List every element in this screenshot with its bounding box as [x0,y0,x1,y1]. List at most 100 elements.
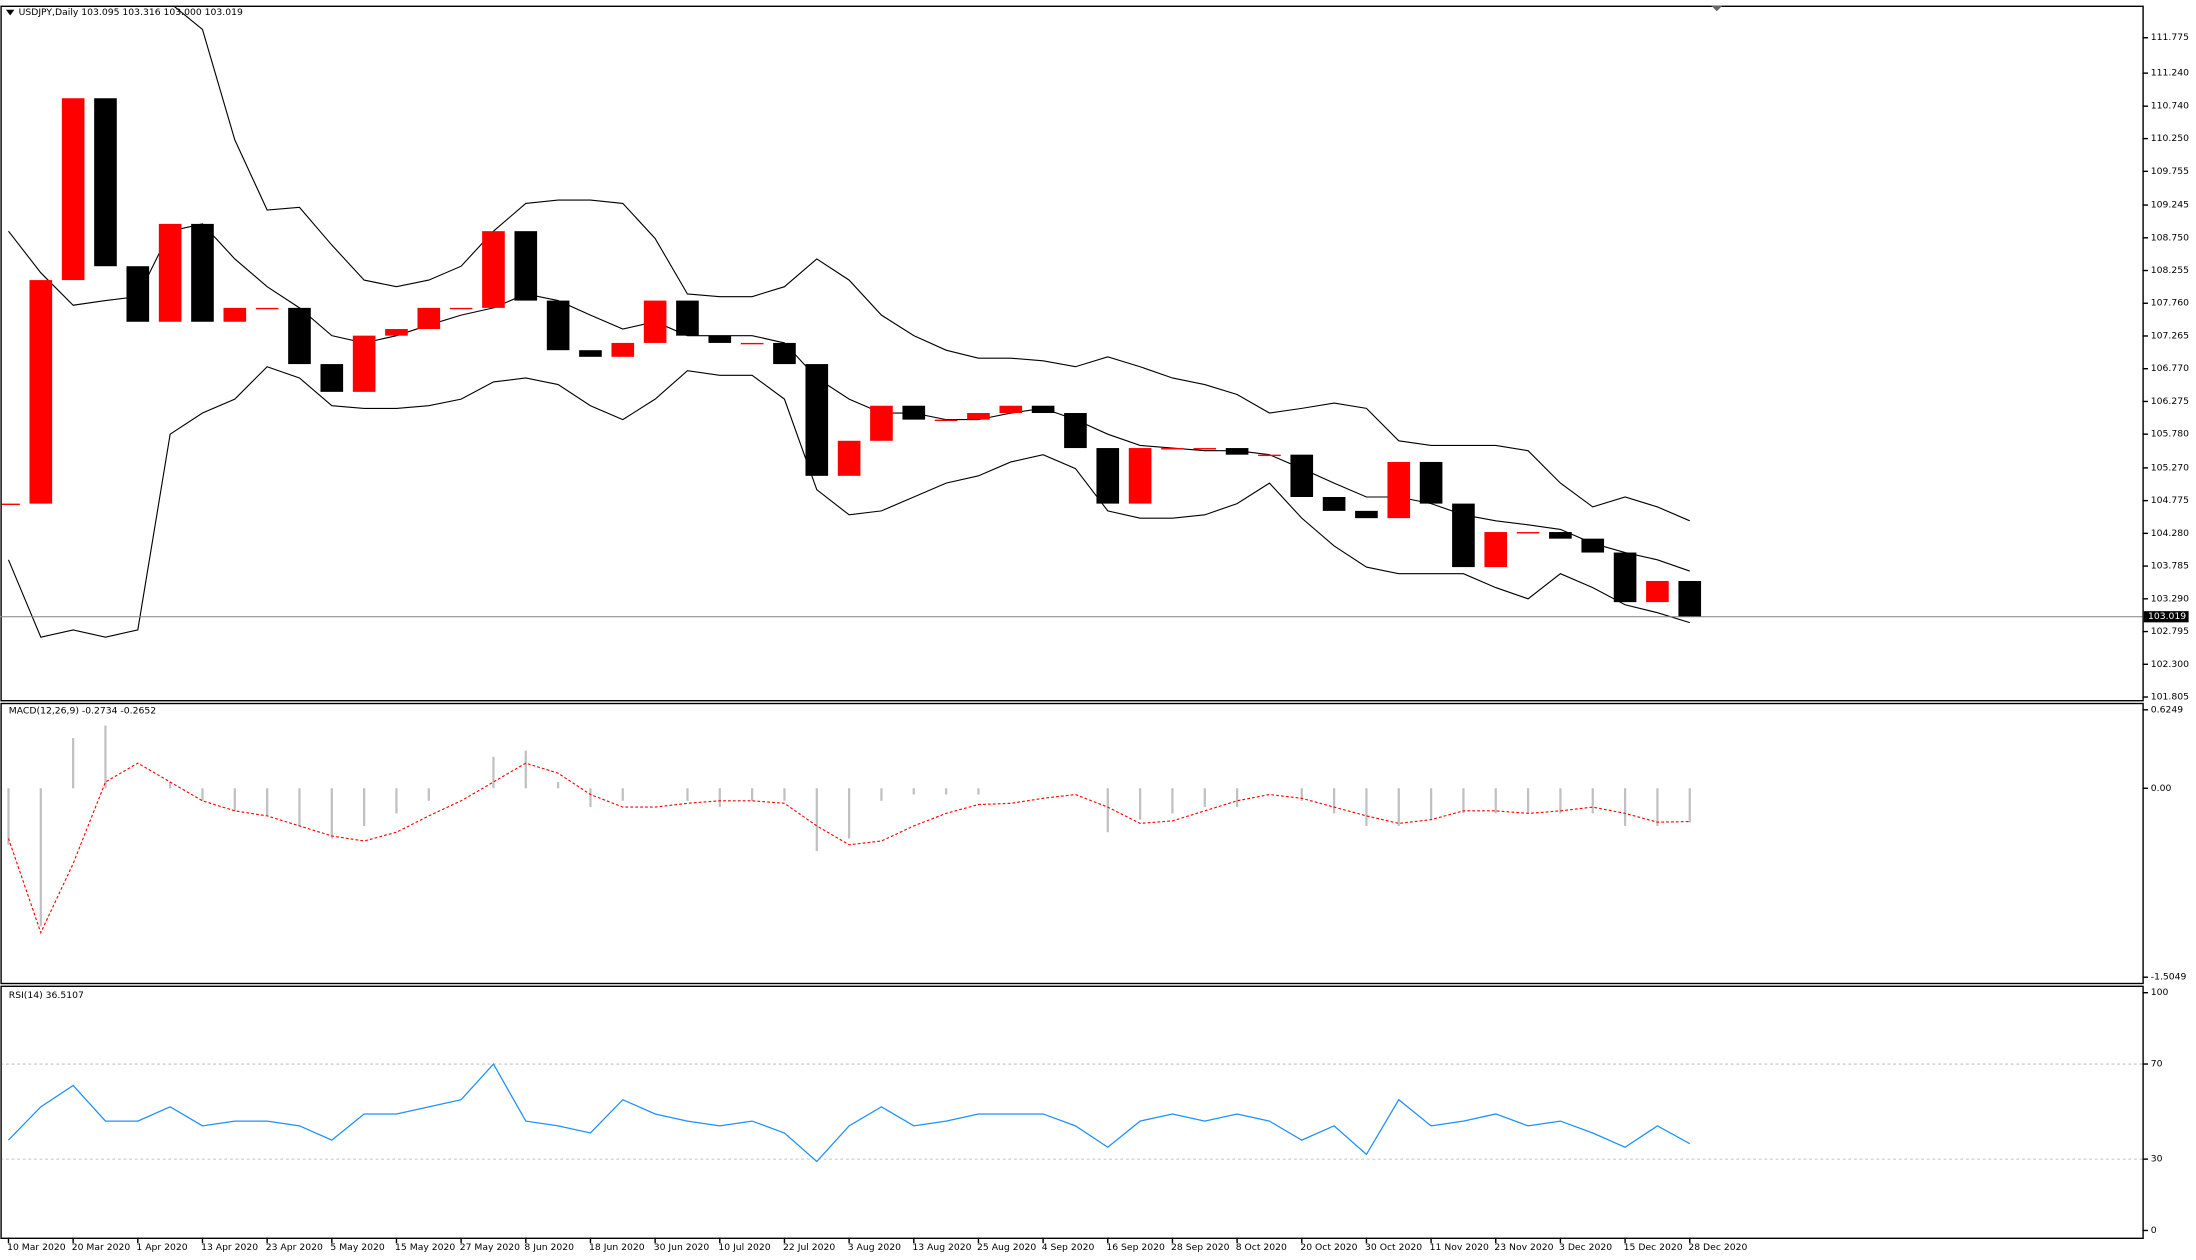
candle [740,342,764,345]
y-tick-label: 100 [2151,987,2169,998]
x-tick-label: 5 May 2020 [330,1242,384,1253]
x-tick-label: 13 Aug 2020 [912,1242,971,1253]
x-tick-label: 30 Oct 2020 [1365,1242,1422,1253]
price-title: USDJPY,Daily 103.095 103.316 103.000 103… [19,7,243,18]
y-tick-label: 108.255 [2151,265,2189,276]
candle [61,98,85,281]
x-tick-label: 25 Aug 2020 [977,1242,1036,1253]
macd-bar [1656,788,1659,826]
y-tick-label: 110.740 [2151,101,2189,112]
macd-bar [1171,788,1174,814]
macd-bar [1106,788,1109,833]
x-tick-label: 4 Sep 2020 [1042,1242,1095,1253]
candle [1678,580,1702,617]
candle [255,307,279,310]
macd-bar [1332,788,1336,814]
panel-arrow [1711,5,1723,12]
candle [1452,503,1475,568]
y-tick-label: 105.780 [2151,429,2189,440]
y-tick-label: 0.6249 [2151,704,2183,715]
y-tick-label: 103.290 [2151,593,2189,604]
y-tick-label: 109.245 [2151,200,2189,211]
candle [934,419,958,422]
y-tick-label: 105.270 [2151,462,2189,473]
candle [773,342,796,365]
macd-bar [912,788,915,795]
macd-bar [1591,788,1594,814]
candle [1,503,20,506]
x-tick-label: 10 Jul 2020 [718,1242,770,1253]
x-tick-label: 23 Nov 2020 [1494,1242,1553,1253]
candle [449,307,473,310]
macd-bar [395,788,398,814]
candle [1225,448,1249,455]
candle [902,405,926,420]
candle [546,300,570,351]
y-tick-label: 104.775 [2151,495,2189,506]
macd-bar [201,788,204,801]
macd-signal [7,762,1690,935]
macd-bar [557,781,560,789]
macd-bar [427,788,430,801]
x-tick-label: 20 Mar 2020 [72,1242,131,1253]
rsi-title: RSI(14) 36.5107 [9,990,84,1001]
candle [29,280,53,504]
candle [1096,448,1120,504]
x-tick-label: 11 Nov 2020 [1430,1242,1489,1253]
macd-bar [1688,788,1691,823]
x-tick-label: 28 Dec 2020 [1688,1242,1747,1253]
candle [1031,405,1055,414]
macd-bar [1462,788,1465,814]
macd-bar [847,788,851,839]
candle [191,223,214,322]
macd-bar [7,788,10,845]
macd-bar [783,788,786,801]
x-tick-label: 20 Oct 2020 [1300,1242,1357,1253]
bollinger-band [8,223,1690,572]
candle [708,335,732,343]
candle [676,300,699,336]
y-tick-label: 111.775 [2151,32,2189,43]
macd-bar [1138,788,1142,820]
x-tick-label: 28 Sep 2020 [1171,1242,1230,1253]
y-tick-label: 30 [2151,1154,2163,1165]
candle [352,335,376,392]
candle [1516,532,1540,534]
candle [1193,448,1217,450]
price-panel [0,5,2144,702]
candle [1290,454,1314,497]
macd-bar [330,788,333,839]
x-tick-label: 3 Dec 2020 [1559,1242,1612,1253]
candle [514,231,538,301]
x-tick-label: 16 Sep 2020 [1106,1242,1165,1253]
macd-bar [524,750,527,789]
macd-bar [1235,788,1239,808]
macd-bar [39,788,42,927]
candle [1064,413,1087,449]
y-tick-label: 110.250 [2151,133,2189,144]
candle [126,266,150,322]
candle [223,307,247,322]
candle [643,300,667,343]
x-tick-label: 8 Jun 2020 [524,1242,574,1253]
y-tick-label: 107.760 [2151,298,2189,309]
macd-bar [169,781,172,789]
y-tick-label: 111.240 [2151,68,2189,79]
x-tick-label: 10 Mar 2020 [7,1242,66,1253]
macd-bar [589,788,592,808]
current-price-label: 103.019 [2148,611,2186,622]
candle [385,329,408,336]
menu-arrow [6,9,15,16]
macd-bar [298,788,301,826]
macd-bar [492,756,495,789]
x-tick-label: 13 Apr 2020 [201,1242,258,1253]
y-tick-label: 107.265 [2151,330,2189,341]
y-tick-label: 70 [2151,1059,2163,1070]
macd-bar [1203,788,1206,808]
macd-bar [72,738,75,789]
macd-plot [7,725,1691,935]
rsi-line [8,1062,1691,1163]
y-tick-label: 109.755 [2151,166,2189,177]
macd-bar [1300,788,1303,801]
